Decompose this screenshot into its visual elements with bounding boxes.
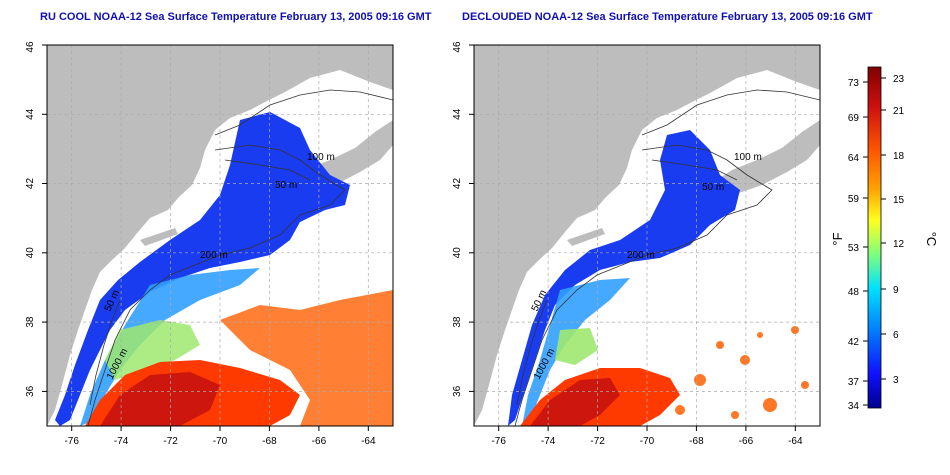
right-map: 100 m 50 m 50 m 200 m 1000 m -76 -74 -72… <box>452 41 821 447</box>
sst-warm-eddies <box>675 326 809 419</box>
svg-text:50 m: 50 m <box>275 180 297 191</box>
svg-text:-72: -72 <box>163 436 178 447</box>
svg-text:18: 18 <box>893 151 905 162</box>
land-mass <box>474 45 820 426</box>
svg-text:-64: -64 <box>788 436 803 447</box>
svg-text:42: 42 <box>25 178 36 190</box>
right-lat-ticks: 36 38 40 42 44 46 <box>452 41 474 397</box>
svg-text:50 m: 50 m <box>702 182 724 193</box>
svg-text:-70: -70 <box>640 436 655 447</box>
svg-text:36: 36 <box>25 385 36 397</box>
svg-text:200 m: 200 m <box>627 250 655 261</box>
left-lat-ticks: 36 38 40 42 44 46 <box>25 41 47 397</box>
svg-text:-70: -70 <box>213 436 228 447</box>
svg-text:46: 46 <box>25 41 36 53</box>
right-gridlines <box>474 45 820 426</box>
svg-text:12: 12 <box>893 239 905 250</box>
colorbar: 73 69 64 59 53 48 42 37 34 23 21 18 15 1… <box>830 66 939 412</box>
svg-text:48: 48 <box>848 287 860 298</box>
svg-text:64: 64 <box>848 153 860 164</box>
svg-text:46: 46 <box>452 41 463 53</box>
sst-green-patch <box>555 328 598 365</box>
svg-text:59: 59 <box>848 194 860 205</box>
fahrenheit-ticks: 73 69 64 59 53 48 42 37 34 <box>848 78 868 412</box>
nova-scotia <box>717 120 820 195</box>
long-island <box>567 228 605 246</box>
svg-text:36: 36 <box>452 385 463 397</box>
sst-warm-eddies <box>220 290 393 426</box>
svg-text:3: 3 <box>893 375 899 386</box>
colorbar-gradient <box>867 66 882 409</box>
svg-text:-76: -76 <box>491 436 506 447</box>
svg-text:15: 15 <box>893 195 905 206</box>
left-gridlines <box>47 45 393 426</box>
svg-text:100 m: 100 m <box>307 152 335 163</box>
svg-text:-64: -64 <box>361 436 376 447</box>
svg-text:100 m: 100 m <box>734 152 762 163</box>
left-map: 100 m 50 m 50 m 200 m 1000 m -76 -74 -72… <box>25 41 394 447</box>
celsius-ticks: 23 21 18 15 12 9 6 3 <box>881 74 905 386</box>
svg-text:34: 34 <box>848 401 860 412</box>
svg-text:53: 53 <box>848 243 860 254</box>
svg-text:-74: -74 <box>541 436 556 447</box>
sst-green-area <box>105 320 200 380</box>
svg-text:-66: -66 <box>312 436 327 447</box>
left-map-title: RU COOL NOAA-12 Sea Surface Temperature … <box>40 11 432 23</box>
land-mass <box>47 45 393 426</box>
svg-text:38: 38 <box>25 316 36 328</box>
svg-text:6: 6 <box>893 330 899 341</box>
svg-text:200 m: 200 m <box>200 250 228 261</box>
right-lon-ticks: -76 -74 -72 -70 -68 -66 -64 <box>491 426 803 447</box>
long-island <box>140 228 178 246</box>
svg-text:69: 69 <box>848 113 860 124</box>
svg-text:-72: -72 <box>590 436 605 447</box>
sst-cold-band <box>55 112 350 426</box>
fahrenheit-label: °F <box>830 232 845 245</box>
svg-text:73: 73 <box>848 78 860 89</box>
svg-text:37: 37 <box>848 377 860 388</box>
svg-text:21: 21 <box>893 106 905 117</box>
svg-text:-68: -68 <box>689 436 704 447</box>
svg-text:40: 40 <box>452 247 463 259</box>
svg-text:-68: -68 <box>262 436 277 447</box>
svg-text:44: 44 <box>25 108 36 120</box>
svg-text:23: 23 <box>893 74 905 85</box>
svg-text:-74: -74 <box>114 436 129 447</box>
right-contours <box>514 89 820 426</box>
left-contours <box>87 89 393 426</box>
sst-cold-band <box>508 130 740 426</box>
svg-text:38: 38 <box>452 316 463 328</box>
left-lon-ticks: -76 -74 -72 -70 -68 -66 -64 <box>64 426 376 447</box>
celsius-label: °C <box>924 232 939 247</box>
svg-text:9: 9 <box>893 285 899 296</box>
svg-text:42: 42 <box>848 337 860 348</box>
sst-hot-core <box>100 372 220 426</box>
svg-text:40: 40 <box>25 247 36 259</box>
svg-text:-66: -66 <box>739 436 754 447</box>
right-map-title: DECLOUDED NOAA-12 Sea Surface Temperatur… <box>462 11 873 23</box>
svg-text:42: 42 <box>452 178 463 190</box>
svg-text:-76: -76 <box>64 436 79 447</box>
svg-text:44: 44 <box>452 108 463 120</box>
